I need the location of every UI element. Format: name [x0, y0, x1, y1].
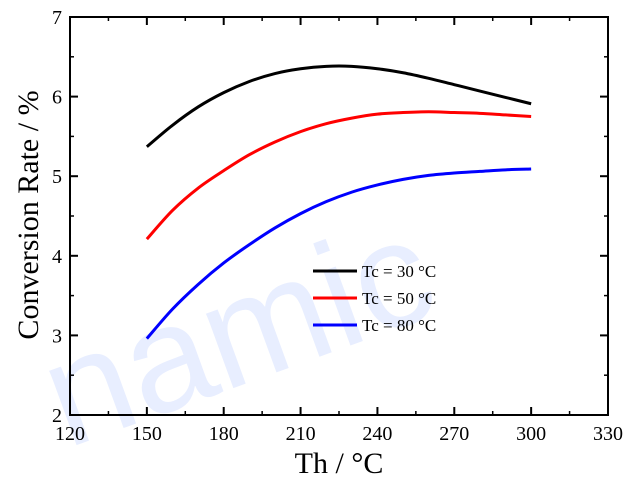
series-line-3 — [145, 167, 532, 340]
axes: 120 150 180 210 240 270 300 330 2 3 4 5 6 7 — [52, 7, 623, 445]
legend-label-2: Tc = 50 °C — [362, 289, 436, 308]
y-tick-label-7: 7 — [52, 7, 62, 29]
y-tick-label-4: 4 — [52, 246, 62, 268]
x-tick-label-270: 270 — [439, 423, 469, 445]
y-axis-title: Conversion Rate / % — [12, 90, 45, 339]
plot-area — [145, 64, 532, 340]
series-line-2 — [145, 110, 532, 241]
x-tick-label-330: 330 — [593, 423, 623, 445]
x-tick-label-150: 150 — [132, 423, 162, 445]
y-tick-label-2: 2 — [52, 405, 62, 427]
x-tick-label-120: 120 — [55, 423, 85, 445]
series-line-1 — [145, 64, 532, 148]
y-tick-label-5: 5 — [52, 166, 62, 188]
y-tick-label-3: 3 — [52, 325, 62, 347]
legend: Tc = 30 °C Tc = 50 °C Tc = 80 °C — [313, 262, 436, 335]
x-tick-label-180: 180 — [209, 423, 239, 445]
x-tick-label-300: 300 — [516, 423, 546, 445]
y-tick-label-6: 6 — [52, 87, 62, 109]
legend-label-1: Tc = 30 °C — [362, 262, 436, 281]
x-axis-title: Th / °C — [295, 447, 384, 477]
x-tick-label-210: 210 — [286, 423, 316, 445]
x-tick-label-240: 240 — [362, 423, 392, 445]
legend-label-3: Tc = 80 °C — [362, 316, 436, 335]
